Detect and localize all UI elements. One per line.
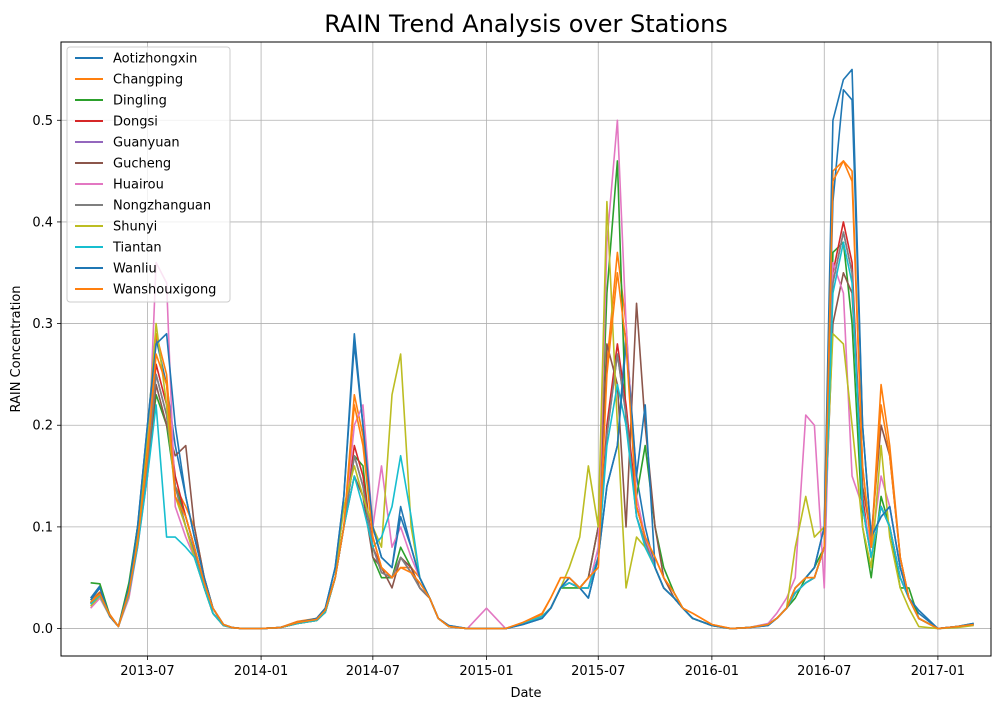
x-tick-label: 2015-07 bbox=[571, 664, 625, 679]
legend-label: Dongsi bbox=[113, 115, 158, 130]
legend-label: Wanliu bbox=[113, 262, 157, 277]
x-tick-label: 2014-07 bbox=[346, 664, 400, 679]
legend-label: Changping bbox=[113, 73, 183, 88]
legend: Aotizhongxin Changping Dingling Dongsi Guany… bbox=[66, 46, 231, 303]
x-tick-label: 2016-07 bbox=[797, 664, 851, 679]
legend-label: Tiantan bbox=[112, 241, 162, 256]
legend-label: Dingling bbox=[113, 94, 167, 109]
x-axis-ticks: 2013-07 2014-01 2014-07 2015-01 2015-07 2016-… bbox=[120, 656, 965, 679]
grid bbox=[61, 42, 991, 656]
legend-label: Nongzhanguan bbox=[113, 199, 211, 214]
series-lines bbox=[90, 68, 974, 630]
legend-label: Huairou bbox=[113, 178, 164, 193]
x-axis-label: Date bbox=[510, 686, 541, 701]
x-tick-label: 2013-07 bbox=[120, 664, 174, 679]
legend-label: Guanyuan bbox=[113, 136, 180, 151]
legend-label: Wanshouxigong bbox=[113, 283, 216, 298]
legend-label: Shunyi bbox=[113, 220, 157, 235]
y-tick-label: 0.2 bbox=[32, 419, 53, 434]
x-tick-label: 2016-01 bbox=[685, 664, 739, 679]
y-axis-label: RAIN Concentration bbox=[9, 285, 24, 412]
y-axis-ticks: 0.0 0.1 0.2 0.3 0.4 0.5 bbox=[32, 114, 61, 637]
y-tick-label: 0.0 bbox=[32, 622, 53, 637]
x-tick-label: 2014-01 bbox=[234, 664, 288, 679]
x-tick-label: 2017-01 bbox=[911, 664, 965, 679]
legend-frame bbox=[66, 46, 231, 303]
y-tick-label: 0.1 bbox=[32, 520, 53, 535]
x-tick-label: 2015-01 bbox=[459, 664, 513, 679]
plot-frame bbox=[60, 41, 992, 657]
chart-title: RAIN Trend Analysis over Stations bbox=[324, 10, 728, 38]
y-tick-label: 0.5 bbox=[32, 114, 53, 129]
y-tick-label: 0.4 bbox=[32, 215, 53, 230]
legend-label: Aotizhongxin bbox=[113, 52, 197, 67]
legend-label: Gucheng bbox=[113, 157, 171, 172]
series-line-wanshouxigong bbox=[90, 160, 974, 630]
y-tick-label: 0.3 bbox=[32, 317, 53, 332]
